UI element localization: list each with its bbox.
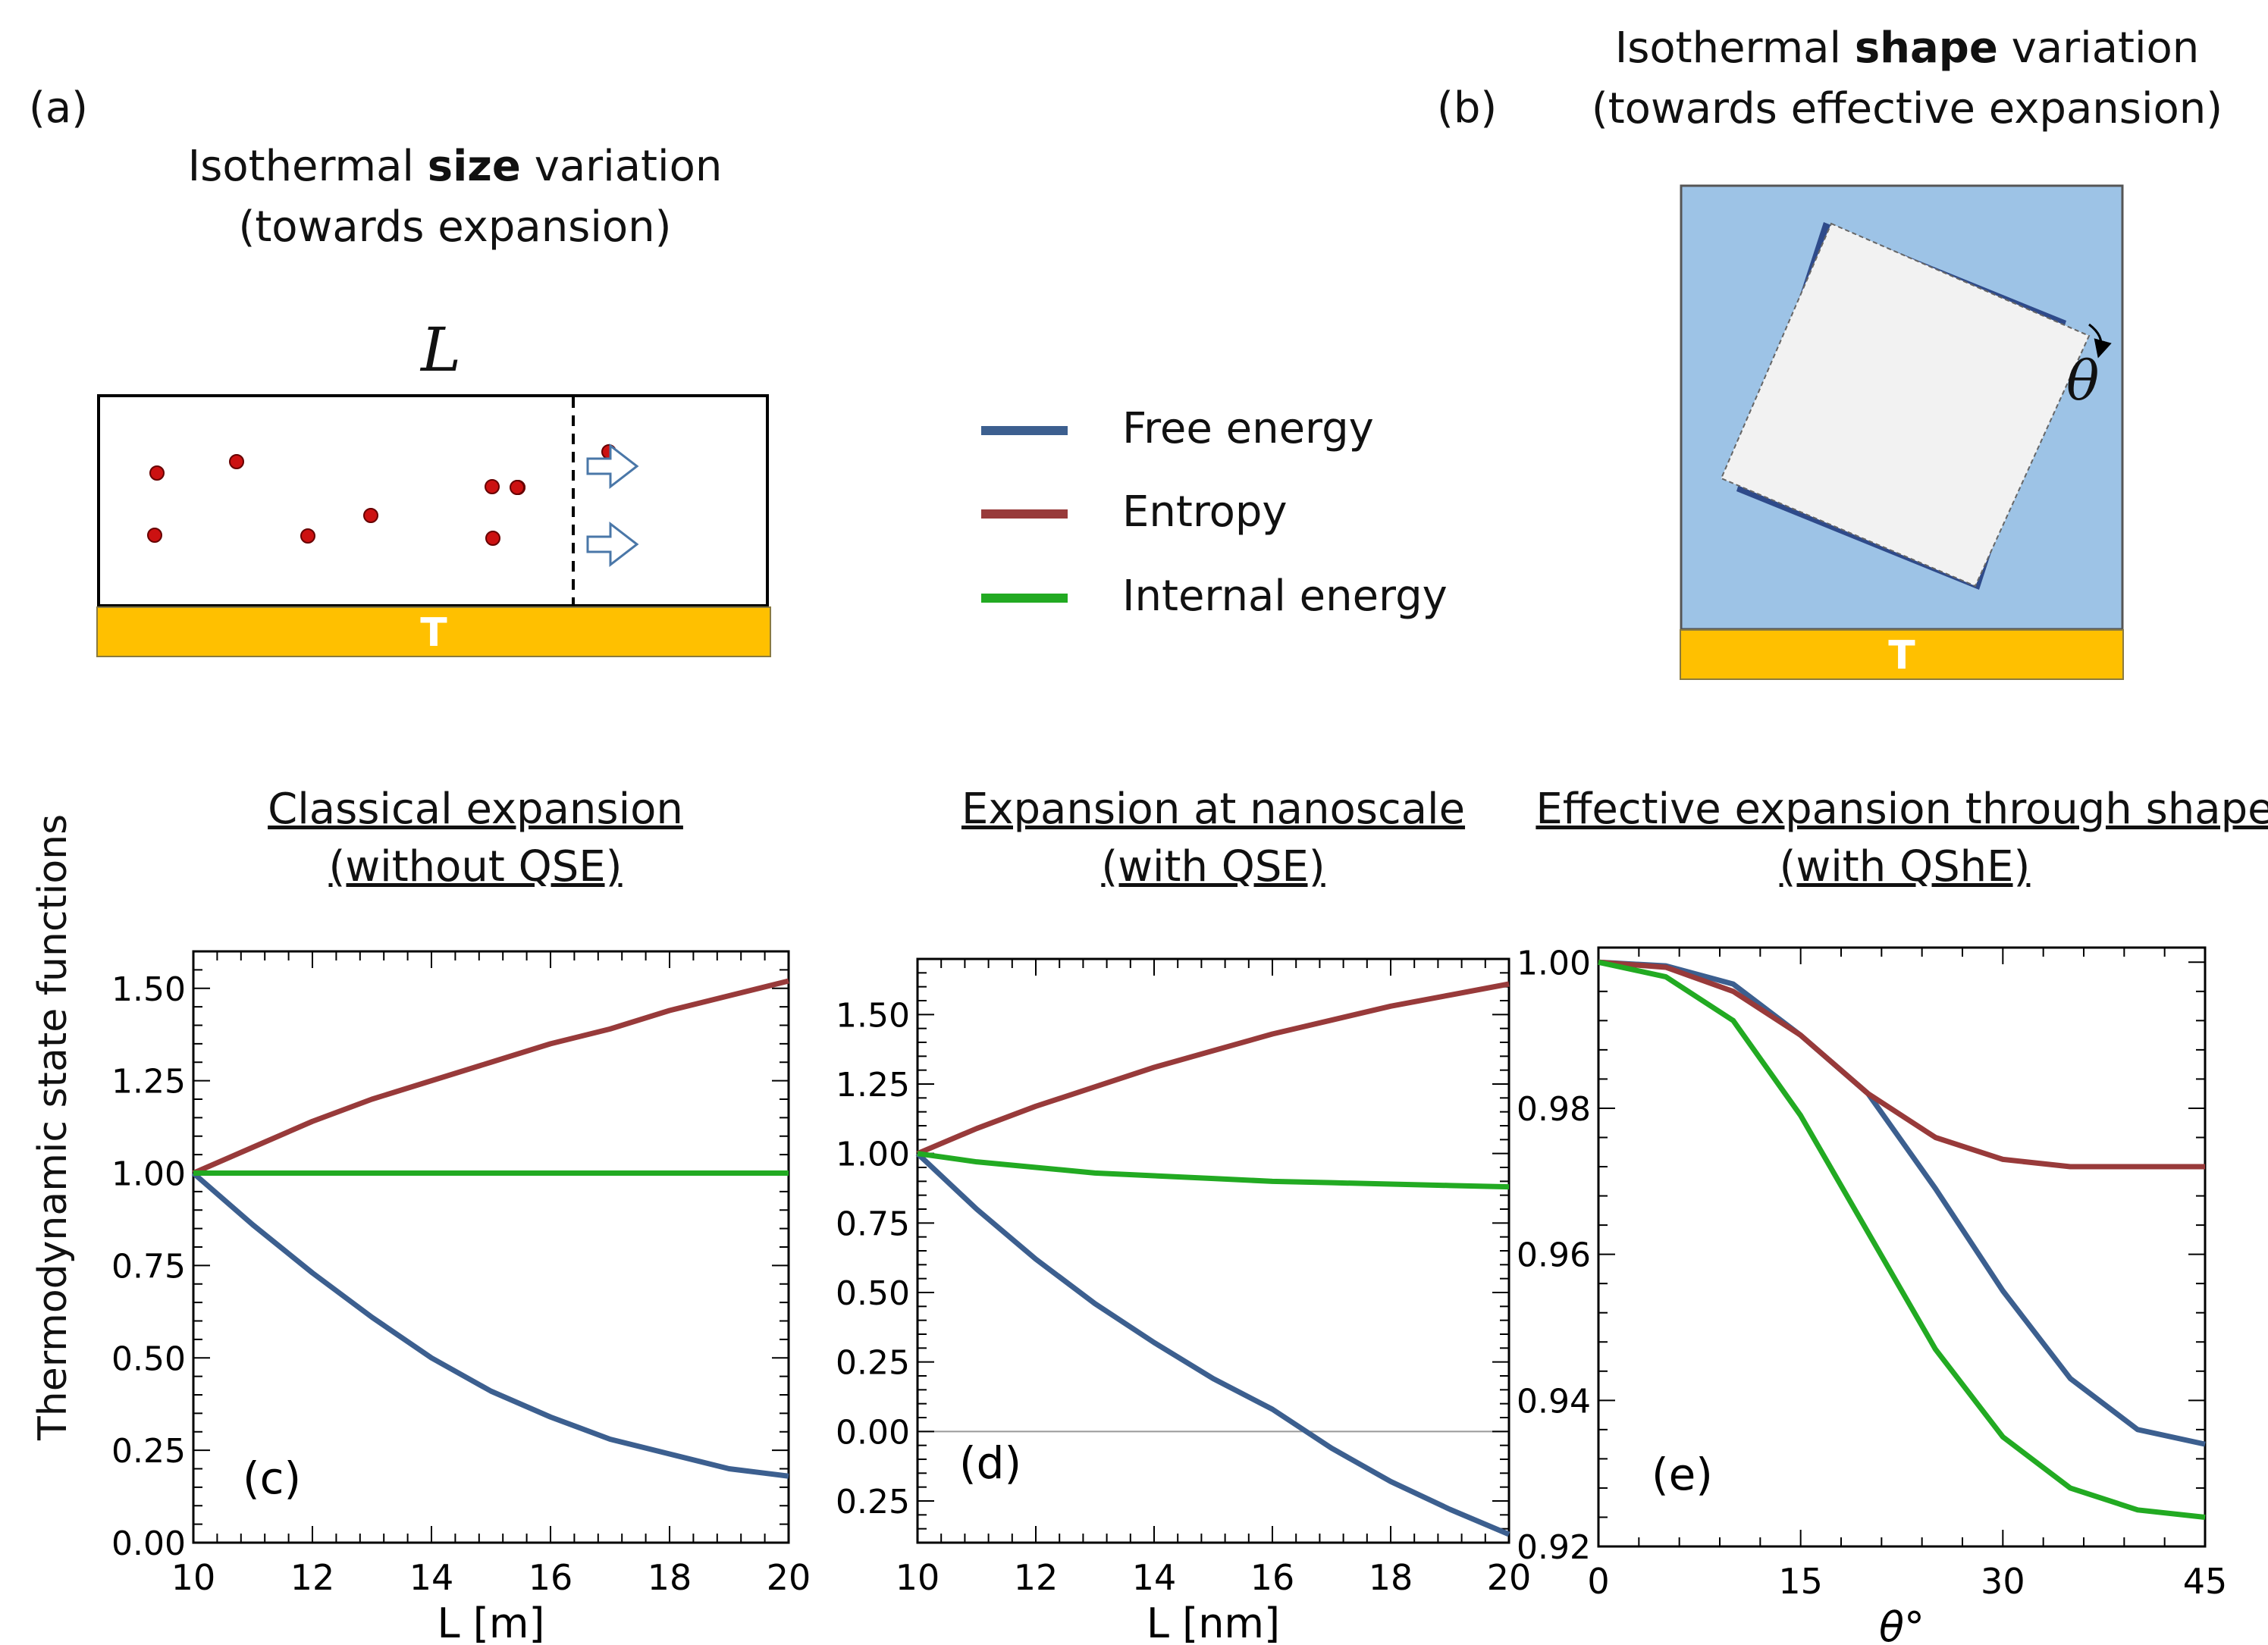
y-tick-label: 1.50 — [111, 970, 186, 1009]
x-tick-label: 16 — [1250, 1557, 1295, 1598]
panel-a-heading-post: variation — [520, 142, 723, 191]
rotated-square — [1720, 222, 2091, 588]
x-tick-label: 14 — [1132, 1557, 1177, 1598]
container-box — [97, 394, 769, 607]
chart-c-title-line2: (without QSE) — [328, 842, 623, 891]
series-line-internal-energy — [1598, 959, 2206, 1520]
x-axis-label: L [nm] — [1147, 1600, 1280, 1645]
x-tick-label: 18 — [648, 1557, 692, 1598]
y-tick-label: 0.75 — [836, 1205, 910, 1243]
x-tick-label: 10 — [171, 1557, 216, 1598]
y-tick-label: 0.00 — [836, 1413, 910, 1452]
y-tick-label: 0.92 — [1517, 1528, 1591, 1567]
chart-e: 0 15 30 45 0.92 0.94 0.96 0.98 1.00 (e) θ° — [1517, 944, 2228, 1645]
panel-b-heading-post: variation — [1997, 24, 2200, 73]
chart-c-title-line1: Classical expansion — [268, 785, 683, 834]
legend-free-energy: Free energy — [1122, 404, 1374, 453]
x-tick-label: 12 — [290, 1557, 335, 1598]
length-symbol: L — [421, 315, 462, 385]
y-tick-label: 0.94 — [1517, 1382, 1591, 1421]
y-tick-label: 0.50 — [111, 1340, 186, 1378]
x-tick-label: 20 — [1487, 1557, 1532, 1598]
chart-panel-label: (d) — [959, 1437, 1021, 1489]
y-tick-label: 0.25 — [836, 1344, 910, 1383]
y-tick-label: 1.00 — [111, 1155, 186, 1194]
panel-b-label: (b) — [1437, 83, 1498, 133]
chart-panel-label: (e) — [1652, 1449, 1713, 1500]
x-tick-label: 15 — [1778, 1561, 1823, 1602]
chart-d: 10 12 14 16 18 20 −0.25 0.00 0.25 0.50 0.75 1.00 1.2… — [834, 957, 1532, 1645]
x-tick-label: 45 — [2183, 1561, 2228, 1602]
legend-free-energy-swatch — [981, 426, 1068, 435]
y-tick-label: 0.98 — [1517, 1090, 1591, 1129]
arrow-right-icon — [586, 443, 639, 490]
chart-c: 10 12 14 16 18 20 0.00 0.25 0.50 0.75 1.00 1.25 1.50… — [111, 950, 811, 1645]
x-axis-label: θ° — [1879, 1603, 1925, 1645]
y-axis-label: Thermodynamic state functions — [30, 813, 76, 1440]
series-line-internal-energy — [917, 1151, 1510, 1190]
chart-d-title-line1: Expansion at nanoscale — [961, 785, 1466, 834]
series-line-free-energy — [1598, 959, 2206, 1447]
legend-internal-energy-swatch — [981, 594, 1068, 603]
panel-a-label: (a) — [29, 83, 89, 133]
panel-b-heading-line2: (towards effective expansion) — [1591, 84, 2223, 133]
panel-b-heading-pre: Isothermal — [1614, 24, 1855, 73]
series-line-entropy — [916, 981, 1510, 1156]
y-tick-label: −0.25 — [834, 1483, 910, 1521]
panel-a-heading-pre: Isothermal — [187, 142, 428, 191]
x-axis-label: L [m] — [438, 1600, 545, 1645]
gas-particles — [147, 444, 616, 546]
x-tick-label: 18 — [1369, 1557, 1413, 1598]
series-line-entropy — [1598, 959, 2205, 1170]
heat-bath-b: T — [1680, 629, 2124, 680]
panel-a-heading: Isothermal size variation (towards expan… — [114, 136, 796, 258]
legend-entropy: Entropy — [1122, 487, 1288, 537]
y-tick-label: 0.50 — [836, 1274, 910, 1313]
x-tick-label: 10 — [896, 1557, 940, 1598]
arrow-right-icon — [586, 521, 639, 568]
rotation-arrow-icon — [2088, 323, 2112, 359]
y-tick-label: 1.25 — [111, 1063, 186, 1101]
plot-frame — [1597, 946, 2207, 1548]
shape-rotation-diagram — [1680, 184, 2124, 631]
y-tick-label: 0.96 — [1517, 1236, 1591, 1275]
x-tick-label: 14 — [409, 1557, 454, 1598]
y-tick-label: 0.75 — [111, 1247, 186, 1286]
chart-c-title: Classical expansion (without QSE) — [96, 781, 855, 896]
panel-a-heading-line2: (towards expansion) — [238, 202, 672, 252]
x-tick-label: 0 — [1587, 1561, 1609, 1602]
y-tick-label: 0.25 — [111, 1432, 186, 1471]
expansion-arrows — [586, 443, 639, 568]
angle-symbol: θ — [2066, 349, 2100, 412]
x-tick-label: 16 — [529, 1557, 573, 1598]
chart-panel-label: (c) — [243, 1452, 301, 1504]
x-tick-label: 30 — [1981, 1561, 2025, 1602]
x-tick-label: 12 — [1014, 1557, 1059, 1598]
heat-bath-a: T — [96, 606, 771, 657]
y-tick-label: 1.00 — [836, 1136, 910, 1174]
y-tick-label: 0.00 — [111, 1524, 186, 1563]
chart-e-title-line1: Effective expansion through shape — [1536, 785, 2268, 834]
y-tick-label: 1.00 — [1517, 944, 1591, 982]
chart-e-title-line2: (with QShE) — [1779, 842, 2031, 891]
panel-b-heading: Isothermal shape variation (towards effe… — [1566, 18, 2248, 139]
panel-a-heading-bold: size — [427, 142, 521, 191]
chart-d-title: Expansion at nanoscale (with QSE) — [834, 781, 1592, 896]
series-line-free-energy — [191, 1170, 789, 1479]
chart-e-title: Effective expansion through shape (with … — [1526, 781, 2268, 896]
x-tick-label: 20 — [767, 1557, 811, 1598]
y-tick-label: 1.50 — [836, 996, 910, 1035]
chart-d-title-line2: (with QSE) — [1101, 842, 1325, 891]
series-line-entropy — [192, 978, 789, 1176]
y-tick-label: 1.25 — [836, 1066, 910, 1104]
panel-b-heading-bold: shape — [1854, 24, 1998, 73]
legend-internal-energy: Internal energy — [1122, 572, 1448, 621]
series-line-free-energy — [915, 1152, 1510, 1537]
expansion-box-diagram — [97, 394, 769, 607]
legend-entropy-swatch — [981, 509, 1068, 519]
